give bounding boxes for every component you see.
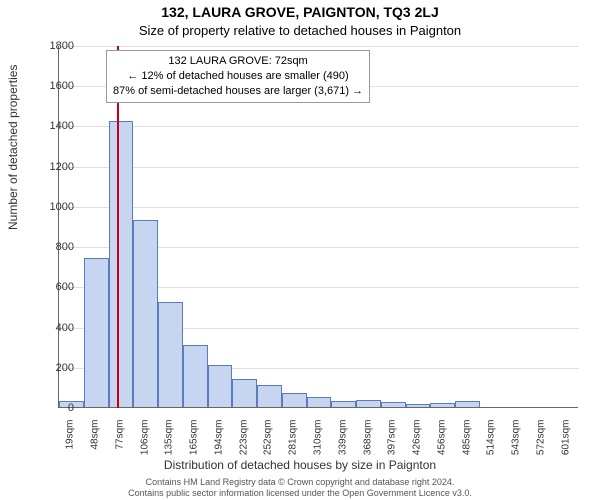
y-tick-label: 1400 (32, 120, 74, 132)
x-tick-label: 165sqm (189, 420, 200, 480)
x-tick-label: 194sqm (213, 420, 224, 480)
histogram-bar (455, 401, 480, 407)
x-tick-label: 426sqm (412, 420, 423, 480)
histogram-bar (307, 397, 332, 407)
x-tick-label: 543sqm (511, 420, 522, 480)
histogram-bar (158, 302, 183, 407)
histogram-bar (257, 385, 282, 407)
chart-container: 132, LAURA GROVE, PAIGNTON, TQ3 2LJ Size… (0, 0, 600, 500)
histogram-bar (282, 393, 307, 407)
x-tick-label: 135sqm (164, 420, 175, 480)
histogram-bar (430, 403, 455, 407)
x-tick-label: 19sqm (65, 420, 76, 480)
chart-title: 132, LAURA GROVE, PAIGNTON, TQ3 2LJ (0, 0, 600, 20)
x-tick-label: 77sqm (114, 420, 125, 480)
x-tick-label: 106sqm (139, 420, 150, 480)
y-axis-label: Number of detached properties (6, 65, 20, 230)
y-tick-label: 1000 (32, 201, 74, 213)
y-tick-label: 400 (32, 322, 74, 334)
x-tick-label: 572sqm (535, 420, 546, 480)
y-tick-label: 600 (32, 281, 74, 293)
annotation-box: 132 LAURA GROVE: 72sqm← 12% of detached … (106, 50, 370, 103)
histogram-bar (406, 404, 431, 407)
histogram-bar (133, 220, 158, 407)
histogram-bar (381, 402, 406, 407)
histogram-bar (331, 401, 356, 407)
annotation-line: 132 LAURA GROVE: 72sqm (113, 54, 363, 69)
chart-plot-area: 132 LAURA GROVE: 72sqm← 12% of detached … (58, 46, 578, 408)
histogram-bar (356, 400, 381, 407)
histogram-bar (109, 121, 134, 407)
x-tick-label: 339sqm (337, 420, 348, 480)
histogram-bar (84, 258, 109, 407)
histogram-bar (208, 365, 233, 407)
x-tick-label: 368sqm (362, 420, 373, 480)
x-tick-label: 485sqm (461, 420, 472, 480)
y-tick-label: 200 (32, 362, 74, 374)
y-tick-label: 800 (32, 241, 74, 253)
histogram-bar (183, 345, 208, 407)
x-tick-label: 514sqm (486, 420, 497, 480)
chart-subtitle: Size of property relative to detached ho… (0, 20, 600, 38)
x-tick-label: 601sqm (560, 420, 571, 480)
x-tick-label: 223sqm (238, 420, 249, 480)
x-tick-label: 48sqm (90, 420, 101, 480)
footnote-line-2: Contains public sector information licen… (0, 488, 600, 499)
x-tick-label: 397sqm (387, 420, 398, 480)
x-tick-label: 456sqm (436, 420, 447, 480)
y-tick-label: 0 (32, 402, 74, 414)
x-tick-label: 252sqm (263, 420, 274, 480)
gridline (59, 126, 579, 127)
x-tick-label: 281sqm (288, 420, 299, 480)
x-tick-label: 310sqm (313, 420, 324, 480)
gridline (59, 207, 579, 208)
y-tick-label: 1200 (32, 161, 74, 173)
histogram-bar (232, 379, 257, 407)
y-tick-label: 1600 (32, 80, 74, 92)
y-tick-label: 1800 (32, 40, 74, 52)
annotation-line: ← 12% of detached houses are smaller (49… (113, 69, 363, 84)
gridline (59, 46, 579, 47)
gridline (59, 167, 579, 168)
annotation-line: 87% of semi-detached houses are larger (… (113, 84, 363, 99)
